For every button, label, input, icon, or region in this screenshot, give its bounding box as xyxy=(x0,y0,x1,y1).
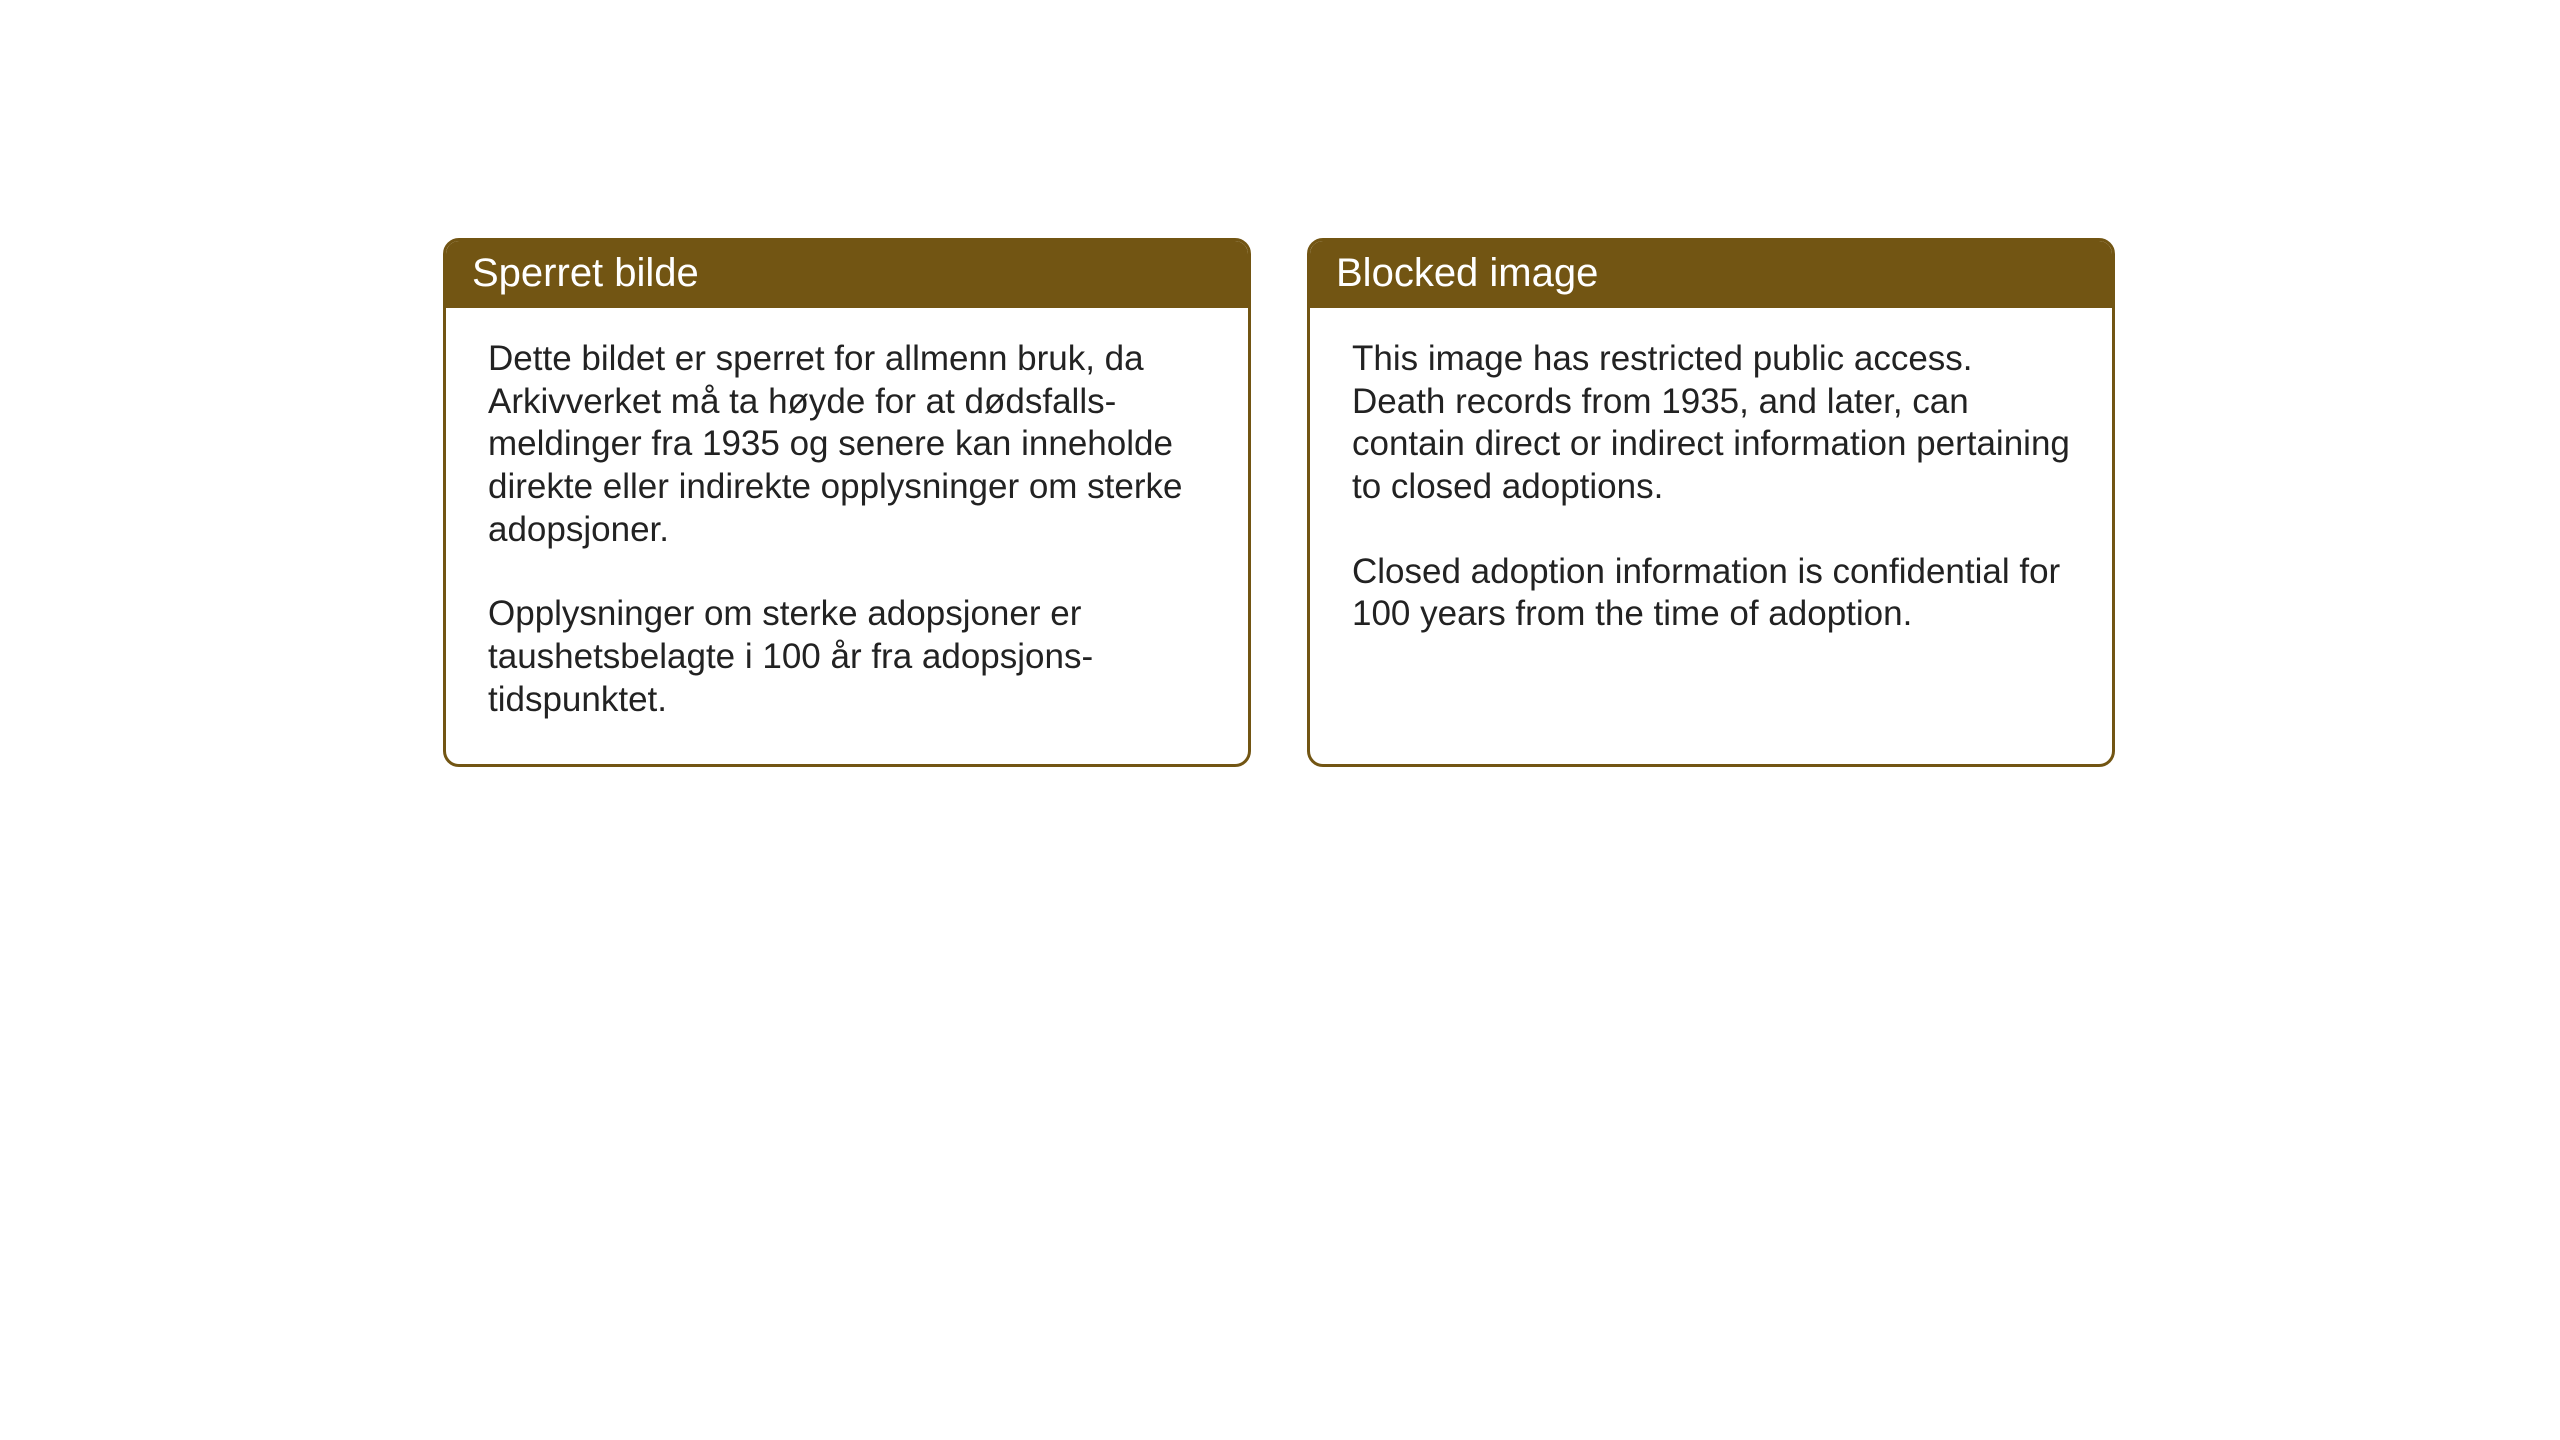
notice-body-english: This image has restricted public access.… xyxy=(1310,308,2112,748)
notice-title-norwegian: Sperret bilde xyxy=(446,241,1248,308)
notice-paragraph-2-english: Closed adoption information is confident… xyxy=(1352,551,2070,636)
notice-paragraph-1-english: This image has restricted public access.… xyxy=(1352,338,2070,509)
notice-box-norwegian: Sperret bilde Dette bildet er sperret fo… xyxy=(443,238,1251,767)
notice-paragraph-1-norwegian: Dette bildet er sperret for allmenn bruk… xyxy=(488,338,1206,551)
notice-box-english: Blocked image This image has restricted … xyxy=(1307,238,2115,767)
notice-paragraph-2-norwegian: Opplysninger om sterke adopsjoner er tau… xyxy=(488,593,1206,721)
notice-container: Sperret bilde Dette bildet er sperret fo… xyxy=(443,238,2115,767)
notice-title-english: Blocked image xyxy=(1310,241,2112,308)
notice-body-norwegian: Dette bildet er sperret for allmenn bruk… xyxy=(446,308,1248,764)
